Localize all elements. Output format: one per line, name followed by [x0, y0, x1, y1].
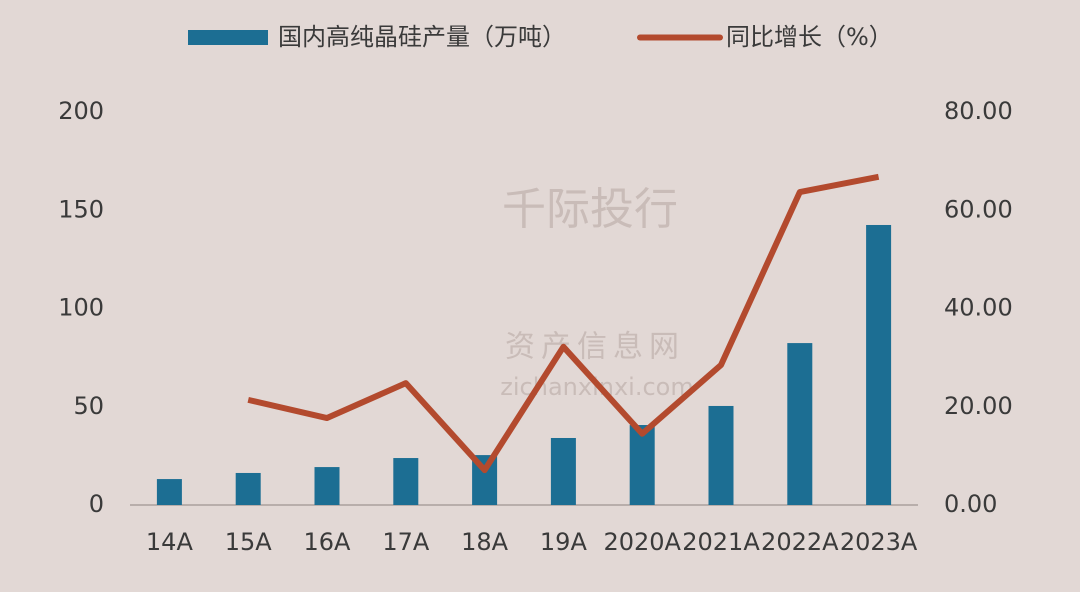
bar	[787, 343, 813, 505]
y2-tick-label: 40.00	[944, 294, 1013, 322]
x-tick-label: 19A	[540, 528, 588, 556]
bar	[550, 437, 576, 505]
bar	[708, 405, 734, 505]
x-tick-label: 2023A	[840, 528, 918, 556]
bar	[629, 425, 655, 505]
x-tick-label: 16A	[304, 528, 352, 556]
x-tick-label: 2022A	[761, 528, 839, 556]
legend-swatch	[188, 30, 268, 45]
y-tick-label: 200	[58, 97, 104, 125]
x-tick-label: 15A	[225, 528, 273, 556]
x-tick-label: 2021A	[682, 528, 760, 556]
y2-tick-label: 0.00	[944, 490, 997, 518]
bar	[235, 472, 261, 505]
y2-tick-label: 80.00	[944, 97, 1013, 125]
watermark: 千际投行	[502, 184, 678, 235]
x-tick-label: 18A	[461, 528, 509, 556]
bar	[156, 479, 182, 505]
y-tick-label: 50	[73, 392, 104, 420]
bar	[314, 467, 340, 505]
x-tick-label: 17A	[382, 528, 430, 556]
bar	[866, 224, 892, 506]
y-tick-label: 150	[58, 195, 104, 223]
y-tick-label: 0	[89, 490, 104, 518]
watermark: 资产信息网	[505, 330, 685, 365]
y2-tick-label: 20.00	[944, 392, 1013, 420]
bar	[393, 458, 419, 505]
legend-label: 国内高纯晶硅产量（万吨）	[278, 23, 566, 51]
x-tick-label: 14A	[146, 528, 194, 556]
x-tick-label: 2020A	[603, 528, 681, 556]
legend-label: 同比增长（%）	[726, 23, 893, 51]
y2-tick-label: 60.00	[944, 195, 1013, 223]
line	[247, 173, 880, 474]
y-tick-label: 100	[58, 294, 104, 322]
